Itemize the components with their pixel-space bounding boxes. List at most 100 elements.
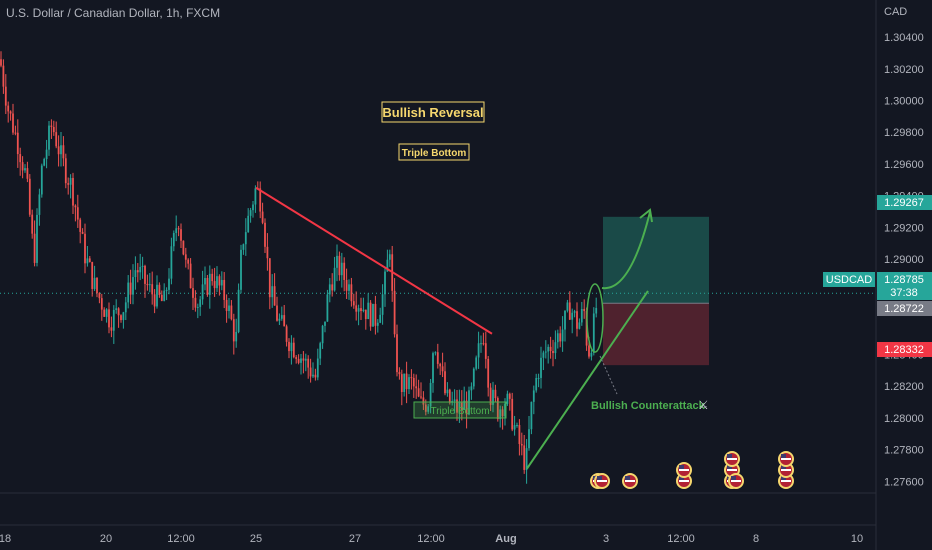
- candle-body: [84, 233, 86, 264]
- candle-body: [504, 403, 506, 417]
- candle-body: [326, 294, 329, 322]
- candle-body: [57, 146, 60, 155]
- last-price-text: 1.28785: [884, 274, 924, 286]
- bullish-reversal-annotation[interactable]: Bullish Reversal: [381, 101, 485, 123]
- counterattack-annotation[interactable]: Bullish Counterattack ⚔: [586, 283, 709, 412]
- candle-body: [547, 346, 550, 352]
- triple-bottom-box-text: Triple Bottom: [430, 406, 489, 417]
- price-tick-label: 1.30200: [884, 64, 924, 76]
- candle-body: [592, 313, 595, 353]
- candle-body: [117, 308, 120, 316]
- candle-body: [26, 168, 29, 179]
- projection-arrow: [601, 211, 651, 290]
- candle-body: [576, 311, 578, 329]
- candle-body: [223, 279, 226, 300]
- candle-body: [345, 279, 348, 291]
- candle-body: [21, 162, 24, 171]
- support-trendline: [526, 290, 649, 470]
- candle-body: [132, 277, 134, 295]
- candle-body: [247, 215, 250, 233]
- candle-body: [249, 210, 252, 216]
- price-tags: 1.29267 USDCAD 1.28785 37:38 1.28722 1.2…: [823, 195, 932, 357]
- stop-loss-tag[interactable]: [877, 342, 932, 357]
- candle-body: [232, 319, 235, 342]
- candle-body: [237, 289, 240, 332]
- candle-body: [295, 357, 298, 359]
- candle-body: [96, 277, 98, 294]
- candle-body: [552, 350, 554, 354]
- candle-body: [396, 334, 398, 373]
- candle-body: [583, 308, 586, 312]
- symbol-tag[interactable]: [823, 272, 875, 287]
- candle-body: [588, 345, 590, 357]
- candle-body: [302, 358, 305, 361]
- candle-body: [278, 318, 281, 321]
- entry-tag[interactable]: [877, 301, 932, 316]
- candle-body: [559, 333, 562, 342]
- candle-body: [235, 331, 238, 342]
- chart-title[interactable]: U.S. Dollar / Canadian Dollar, 1h, FXCM: [6, 6, 221, 20]
- triple-bottom-box-annotation[interactable]: Triple Bottom: [413, 401, 507, 419]
- time-tick-label: 12:00: [667, 533, 695, 545]
- triple-bottom-top-annotation[interactable]: Triple Bottom: [398, 143, 470, 161]
- candle-body: [160, 294, 163, 301]
- swords-icon: ⚔: [698, 398, 709, 412]
- candle-body: [259, 188, 262, 212]
- us-flag-icon: [778, 462, 794, 478]
- time-tick-label: 12:00: [167, 533, 195, 545]
- candle-body: [151, 284, 154, 295]
- candle-body: [300, 358, 302, 363]
- candle-body: [153, 294, 156, 307]
- candle-body: [436, 352, 439, 364]
- candle-body: [573, 311, 576, 313]
- candle-body: [76, 207, 79, 220]
- projection-arrowhead: [639, 208, 653, 223]
- candle-body: [520, 444, 523, 446]
- last-price-tag[interactable]: [877, 272, 932, 300]
- candle-body: [316, 358, 319, 378]
- candle-body: [585, 311, 588, 346]
- candle-body: [518, 425, 521, 445]
- time-tick-label: 12:00: [417, 533, 445, 545]
- candle-body: [100, 298, 103, 310]
- candle-body: [415, 386, 418, 389]
- candle-body: [432, 353, 434, 383]
- candle-body: [540, 357, 542, 378]
- candle-body: [472, 368, 475, 387]
- candle-body: [139, 266, 142, 273]
- candle-body: [110, 327, 113, 331]
- candle-body: [24, 168, 26, 171]
- candle-body: [292, 342, 295, 358]
- candle-body: [40, 165, 43, 195]
- candle-body: [357, 308, 360, 312]
- candle-body: [288, 341, 290, 352]
- candle-body: [511, 398, 514, 430]
- candle-body: [571, 312, 574, 320]
- candle-body: [386, 259, 389, 272]
- candle-body: [444, 371, 446, 394]
- candle-body: [62, 145, 65, 159]
- candle-body: [542, 352, 545, 358]
- time-tick-label: 20: [100, 533, 112, 545]
- candle-body: [208, 273, 211, 295]
- take-profit-tag[interactable]: [877, 195, 932, 210]
- candle-body: [568, 302, 571, 320]
- candle-body: [456, 399, 458, 413]
- time-tick-label: 3: [603, 533, 609, 545]
- trendlines-layer: [255, 186, 649, 470]
- candle-body: [242, 244, 245, 250]
- candle-body: [103, 309, 106, 317]
- candle-body: [508, 393, 511, 399]
- candle-body: [578, 322, 581, 329]
- candle-body: [38, 194, 41, 215]
- candle-body: [206, 277, 209, 295]
- candle-body: [129, 282, 132, 295]
- candle-body: [374, 303, 377, 326]
- candle-body: [350, 284, 353, 302]
- candle-body: [280, 315, 283, 319]
- resistance-trendline: [255, 186, 493, 335]
- candle-body: [252, 204, 254, 211]
- candle-body: [348, 284, 350, 291]
